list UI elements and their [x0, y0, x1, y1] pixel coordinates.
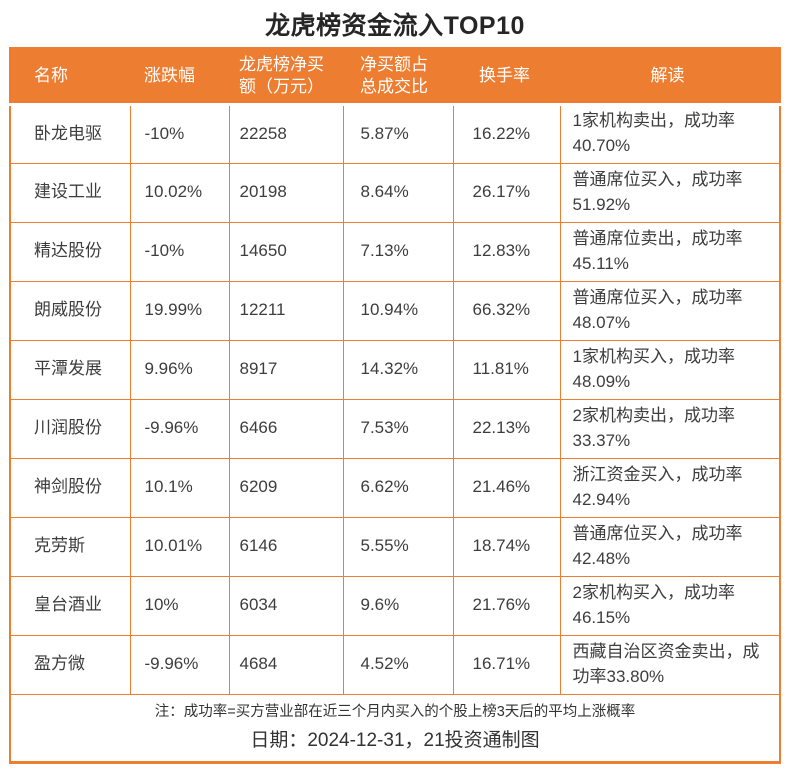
- cell-net-buy-ratio: 8.64%: [342, 162, 454, 223]
- cell-name: 朗威股份: [9, 280, 131, 341]
- cell-turnover-rate: 21.46%: [452, 457, 561, 518]
- cell-turnover-rate: 66.32%: [452, 280, 561, 341]
- cell-net-buy-amount: 22258: [228, 103, 344, 164]
- page-title: 龙虎榜资金流入TOP10: [265, 12, 525, 40]
- cell-net-buy-amount: 8917: [228, 339, 344, 400]
- table-row: 神剑股份 10.1% 6209 6.62% 21.46% 浙江资金买入，成功率42.94%: [9, 457, 781, 518]
- table-header: 名称 涨跌幅 龙虎榜净买 额（万元） 净买额占 总成交比 换手率 解读: [10, 48, 780, 106]
- cell-interpretation: 普通席位买入，成功率42.48%: [559, 516, 781, 577]
- date-source-line: 日期：2024-12-31，21投资通制图: [250, 729, 540, 751]
- table-row: 川润股份 -9.96% 6466 7.53% 22.13% 2家机构卖出，成功率33.37…: [9, 398, 781, 459]
- cell-turnover-rate: 16.22%: [452, 103, 561, 164]
- cell-interpretation: 西藏自治区资金卖出，成功率33.80%: [559, 634, 781, 695]
- cell-name: 卧龙电驱: [9, 103, 131, 164]
- cell-net-buy-amount: 14650: [228, 221, 344, 282]
- cell-interpretation: 普通席位买入，成功率51.92%: [559, 162, 781, 223]
- cell-net-buy-ratio: 5.87%: [342, 103, 454, 164]
- cell-change-pct: 19.99%: [129, 280, 230, 341]
- cell-interpretation: 2家机构买入，成功率46.15%: [559, 575, 781, 636]
- cell-name: 神剑股份: [9, 457, 131, 518]
- table-footer: 注：成功率=买方营业部在近三个月内买入的个股上榜3天后的平均上涨概率 日期：20…: [10, 693, 780, 763]
- cell-net-buy-ratio: 4.52%: [342, 634, 454, 695]
- cell-interpretation: 普通席位买入，成功率48.07%: [559, 280, 781, 341]
- cell-net-buy-amount: 6034: [228, 575, 344, 636]
- cell-change-pct: 9.96%: [129, 339, 230, 400]
- cell-interpretation: 1家机构卖出，成功率40.70%: [559, 103, 781, 164]
- header-row: 名称 涨跌幅 龙虎榜净买 额（万元） 净买额占 总成交比 换手率 解读: [10, 48, 780, 106]
- top10-table: 名称 涨跌幅 龙虎榜净买 额（万元） 净买额占 总成交比 换手率 解读 卧龙电驱…: [9, 47, 781, 764]
- cell-turnover-rate: 12.83%: [452, 221, 561, 282]
- header-change-pct: 涨跌幅: [130, 48, 229, 106]
- cell-change-pct: -10%: [129, 221, 230, 282]
- header-net-buy-ratio: 净买额占 总成交比: [343, 48, 453, 106]
- cell-name: 平潭发展: [9, 339, 131, 400]
- table-row: 皇台酒业 10% 6034 9.6% 21.76% 2家机构买入，成功率46.15%: [9, 575, 781, 636]
- cell-change-pct: 10.01%: [129, 516, 230, 577]
- cell-change-pct: 10.1%: [129, 457, 230, 518]
- cell-net-buy-ratio: 10.94%: [342, 280, 454, 341]
- cell-interpretation: 普通席位卖出，成功率45.11%: [559, 221, 781, 282]
- cell-net-buy-amount: 4684: [228, 634, 344, 695]
- cell-net-buy-amount: 20198: [228, 162, 344, 223]
- cell-name: 皇台酒业: [9, 575, 131, 636]
- table-row: 平潭发展 9.96% 8917 14.32% 11.81% 1家机构买入，成功率48.09…: [9, 339, 781, 400]
- cell-turnover-rate: 11.81%: [452, 339, 561, 400]
- cell-net-buy-ratio: 9.6%: [342, 575, 454, 636]
- cell-name: 克劳斯: [9, 516, 131, 577]
- cell-net-buy-ratio: 14.32%: [342, 339, 454, 400]
- cell-net-buy-amount: 12211: [228, 280, 344, 341]
- footer-row: 注：成功率=买方营业部在近三个月内买入的个股上榜3天后的平均上涨概率 日期：20…: [10, 693, 780, 763]
- cell-change-pct: -9.96%: [129, 398, 230, 459]
- table-body: 卧龙电驱 -10% 22258 5.87% 16.22% 1家机构卖出，成功率40.70%…: [9, 103, 781, 695]
- cell-turnover-rate: 21.76%: [452, 575, 561, 636]
- header-net-buy-amount: 龙虎榜净买 额（万元）: [229, 48, 343, 106]
- cell-turnover-rate: 18.74%: [452, 516, 561, 577]
- cell-net-buy-ratio: 7.13%: [342, 221, 454, 282]
- cell-net-buy-amount: 6209: [228, 457, 344, 518]
- cell-net-buy-ratio: 6.62%: [342, 457, 454, 518]
- cell-name: 建设工业: [9, 162, 131, 223]
- cell-turnover-rate: 16.71%: [452, 634, 561, 695]
- success-rate-note: 注：成功率=买方营业部在近三个月内买入的个股上榜3天后的平均上涨概率: [154, 703, 636, 720]
- cell-name: 盈方微: [9, 634, 131, 695]
- cell-name: 精达股份: [9, 221, 131, 282]
- cell-change-pct: 10.02%: [129, 162, 230, 223]
- cell-turnover-rate: 22.13%: [452, 398, 561, 459]
- table-row: 建设工业 10.02% 20198 8.64% 26.17% 普通席位买入，成功率51.9…: [9, 162, 781, 223]
- cell-change-pct: -10%: [129, 103, 230, 164]
- cell-interpretation: 2家机构卖出，成功率33.37%: [559, 398, 781, 459]
- table-row: 精达股份 -10% 14650 7.13% 12.83% 普通席位卖出，成功率45.11%: [9, 221, 781, 282]
- cell-interpretation: 浙江资金买入，成功率42.94%: [559, 457, 781, 518]
- table-row: 卧龙电驱 -10% 22258 5.87% 16.22% 1家机构卖出，成功率40.70%: [9, 103, 781, 164]
- cell-change-pct: -9.96%: [129, 634, 230, 695]
- cell-turnover-rate: 26.17%: [452, 162, 561, 223]
- cell-net-buy-amount: 6146: [228, 516, 344, 577]
- header-name: 名称: [10, 48, 130, 106]
- header-turnover-rate: 换手率: [453, 48, 560, 106]
- table-row: 克劳斯 10.01% 6146 5.55% 18.74% 普通席位买入，成功率42.48%: [9, 516, 781, 577]
- cell-interpretation: 1家机构买入，成功率48.09%: [559, 339, 781, 400]
- table-row: 盈方微 -9.96% 4684 4.52% 16.71% 西藏自治区资金卖出，成功率33.…: [9, 634, 781, 695]
- cell-name: 川润股份: [9, 398, 131, 459]
- header-interpretation: 解读: [560, 48, 780, 106]
- cell-net-buy-amount: 6466: [228, 398, 344, 459]
- cell-change-pct: 10%: [129, 575, 230, 636]
- cell-net-buy-ratio: 7.53%: [342, 398, 454, 459]
- table-row: 朗威股份 19.99% 12211 10.94% 66.32% 普通席位买入，成功率48.…: [9, 280, 781, 341]
- cell-net-buy-ratio: 5.55%: [342, 516, 454, 577]
